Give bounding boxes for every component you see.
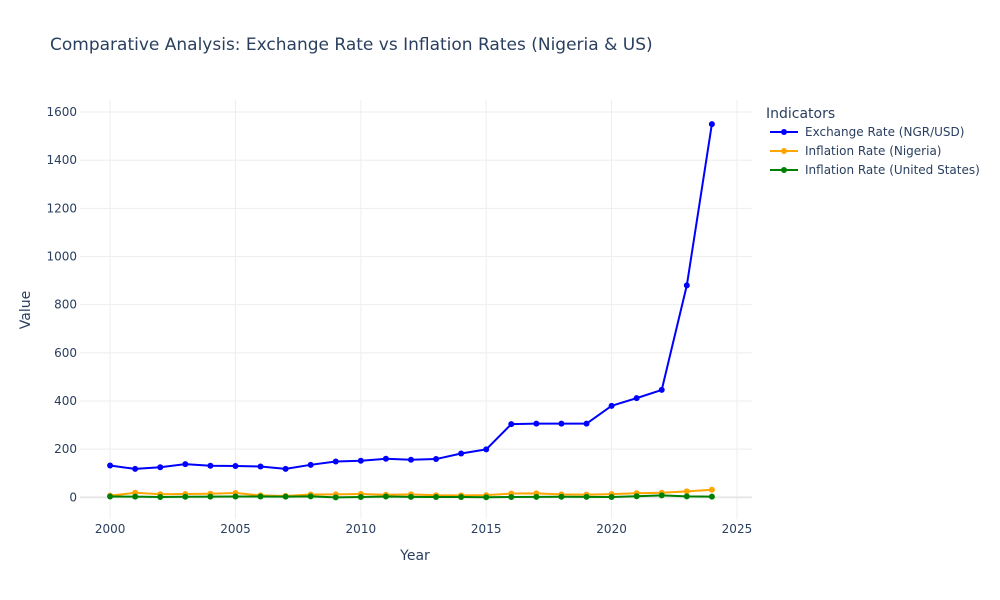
x-tick-label: 2010 [346, 522, 377, 536]
data-point[interactable] [633, 395, 640, 402]
x-tick-label: 2000 [95, 522, 126, 536]
data-point[interactable] [508, 494, 515, 501]
data-point[interactable] [182, 461, 189, 468]
data-point[interactable] [658, 492, 665, 499]
data-point[interactable] [207, 462, 214, 469]
data-point[interactable] [182, 493, 189, 500]
data-point[interactable] [257, 493, 264, 500]
data-point[interactable] [382, 455, 389, 462]
legend-swatch-marker [781, 148, 787, 154]
data-point[interactable] [107, 462, 114, 469]
legend-item[interactable]: Exchange Rate (NGR/USD) [770, 125, 964, 139]
data-point[interactable] [157, 493, 164, 500]
data-point[interactable] [683, 488, 690, 495]
y-tick-label: 0 [69, 490, 77, 504]
data-point[interactable] [433, 456, 440, 463]
series-line[interactable] [109, 123, 713, 470]
data-point[interactable] [132, 465, 139, 472]
data-point[interactable] [708, 121, 715, 128]
data-point[interactable] [683, 282, 690, 289]
legend[interactable]: Indicators Exchange Rate (NGR/USD) Inflat… [766, 106, 980, 177]
data-point[interactable] [533, 493, 540, 500]
x-tick-label: 2020 [596, 522, 627, 536]
data-point[interactable] [282, 465, 289, 472]
data-point[interactable] [458, 493, 465, 500]
chart-title: Comparative Analysis: Exchange Rate vs I… [50, 35, 653, 55]
data-point[interactable] [257, 463, 264, 470]
data-point[interactable] [307, 461, 314, 468]
data-point[interactable] [558, 493, 565, 500]
data-point[interactable] [357, 457, 364, 464]
data-point[interactable] [282, 493, 289, 500]
data-point[interactable] [683, 493, 690, 500]
data-point[interactable] [232, 493, 239, 500]
data-point[interactable] [332, 458, 339, 465]
data-point[interactable] [357, 493, 364, 500]
y-tick-label: 400 [54, 394, 77, 408]
y-axis-title: Value [18, 291, 34, 329]
y-tick-label: 1600 [46, 105, 77, 119]
data-point[interactable] [708, 486, 715, 493]
y-tick-label: 1400 [46, 153, 77, 167]
data-point[interactable] [407, 456, 414, 463]
x-tick-label: 2015 [471, 522, 502, 536]
data-point[interactable] [132, 493, 139, 500]
plot-area[interactable] [107, 121, 715, 501]
legend-label: Inflation Rate (Nigeria) [805, 144, 941, 158]
data-point[interactable] [232, 463, 239, 470]
legend-label: Inflation Rate (United States) [805, 163, 980, 177]
data-point[interactable] [207, 493, 214, 500]
data-point[interactable] [483, 494, 490, 501]
data-point[interactable] [608, 494, 615, 501]
y-tick-label: 800 [54, 298, 77, 312]
grid [80, 100, 752, 519]
x-tick-label: 2025 [722, 522, 753, 536]
data-point[interactable] [708, 493, 715, 500]
data-point[interactable] [583, 420, 590, 427]
legend-title: Indicators [766, 106, 835, 122]
legend-item[interactable]: Inflation Rate (United States) [770, 163, 980, 177]
data-point[interactable] [433, 493, 440, 500]
y-tick-label: 600 [54, 346, 77, 360]
data-point[interactable] [508, 421, 515, 428]
data-point[interactable] [583, 493, 590, 500]
data-point[interactable] [658, 386, 665, 393]
legend-swatch-marker [781, 129, 787, 135]
y-tick-label: 1000 [46, 250, 77, 264]
y-tick-label: 200 [54, 442, 77, 456]
data-point[interactable] [382, 493, 389, 500]
data-point[interactable] [608, 402, 615, 409]
data-point[interactable] [107, 493, 114, 500]
data-point[interactable] [533, 420, 540, 427]
data-point[interactable] [157, 464, 164, 471]
series-3[interactable] [107, 492, 715, 501]
y-tick-label: 1200 [46, 201, 77, 215]
data-point[interactable] [407, 493, 414, 500]
data-point[interactable] [332, 494, 339, 501]
data-point[interactable] [558, 420, 565, 427]
data-point[interactable] [458, 450, 465, 457]
legend-label: Exchange Rate (NGR/USD) [805, 125, 964, 139]
axes: 2000 2005 2010 2015 2020 2025 0 200 400 600 800 100… [46, 105, 752, 536]
data-point[interactable] [307, 493, 314, 500]
x-axis-title: Year [399, 548, 430, 564]
x-tick-label: 2005 [220, 522, 251, 536]
data-point[interactable] [633, 493, 640, 500]
data-point[interactable] [483, 446, 490, 453]
legend-swatch-marker [781, 167, 787, 173]
series-1[interactable] [107, 121, 715, 472]
legend-item[interactable]: Inflation Rate (Nigeria) [770, 144, 941, 158]
